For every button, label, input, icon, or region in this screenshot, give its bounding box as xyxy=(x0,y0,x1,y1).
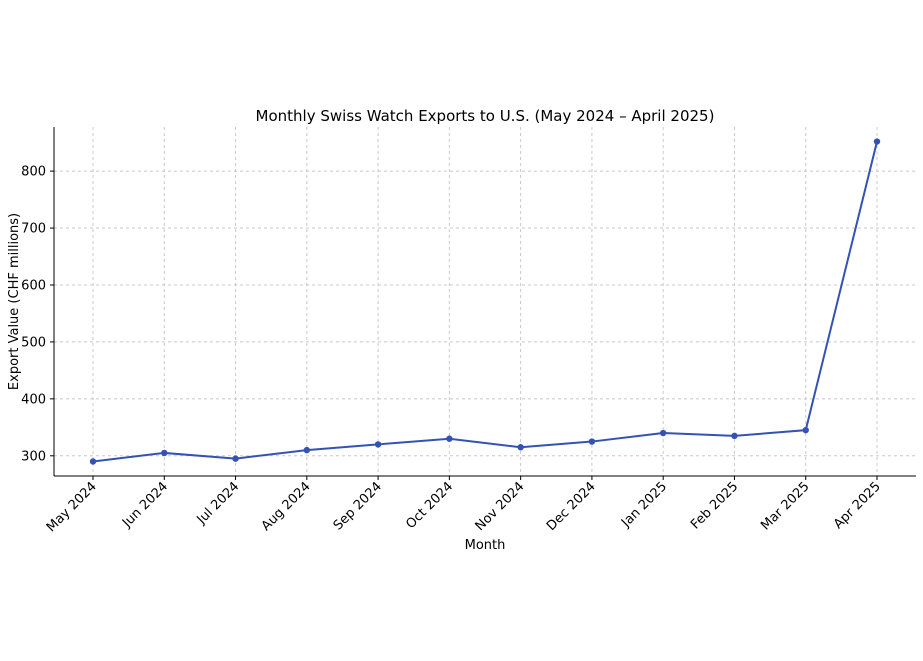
x-axis-label: Month xyxy=(465,538,506,553)
data-point xyxy=(873,138,881,145)
data-point xyxy=(731,432,738,440)
x-tick-label: Nov 2024 xyxy=(473,479,528,534)
y-tick-label: 500 xyxy=(21,335,46,350)
data-point xyxy=(303,446,311,454)
data-point xyxy=(161,449,168,457)
x-tick-label: Jun 2024 xyxy=(119,479,171,531)
y-tick-label: 700 xyxy=(21,222,46,237)
y-tick-label: 600 xyxy=(21,278,46,293)
y-tick-label: 800 xyxy=(21,165,46,180)
data-point xyxy=(374,441,382,448)
y-axis-label: Export Value (CHF millions) xyxy=(7,213,22,390)
y-axis-ticks: 300 400 500 600 700 800 xyxy=(21,165,54,464)
series-group xyxy=(89,138,881,465)
chart-title: Monthly Swiss Watch Exports to U.S. (May… xyxy=(256,107,715,125)
data-point xyxy=(588,438,596,445)
data-point xyxy=(89,458,97,465)
axes xyxy=(53,127,916,477)
grid xyxy=(54,127,916,476)
y-tick-label: 400 xyxy=(21,392,46,407)
x-tick-label: Aug 2024 xyxy=(259,479,314,534)
x-tick-label: Jul 2024 xyxy=(194,479,243,528)
data-point xyxy=(802,426,809,434)
x-tick-label: Mar 2025 xyxy=(758,479,812,533)
data-point xyxy=(659,429,667,437)
x-tick-label: Apr 2025 xyxy=(831,479,884,532)
x-tick-label: Jan 2025 xyxy=(618,479,670,531)
data-point xyxy=(446,435,453,442)
x-tick-label: May 2024 xyxy=(44,479,100,535)
x-tick-label: Oct 2024 xyxy=(403,479,456,532)
data-point xyxy=(232,455,239,462)
x-tick-label: Sep 2024 xyxy=(331,479,385,533)
x-tick-label: Feb 2025 xyxy=(688,479,741,532)
x-tick-label: Dec 2024 xyxy=(544,479,599,534)
x-axis-ticks: May 2024 Jun 2024 Jul 2024 Aug 2024 Sep 2024… xyxy=(44,476,884,535)
series-line xyxy=(92,141,878,463)
data-point xyxy=(517,444,524,451)
y-tick-label: 300 xyxy=(21,449,46,464)
